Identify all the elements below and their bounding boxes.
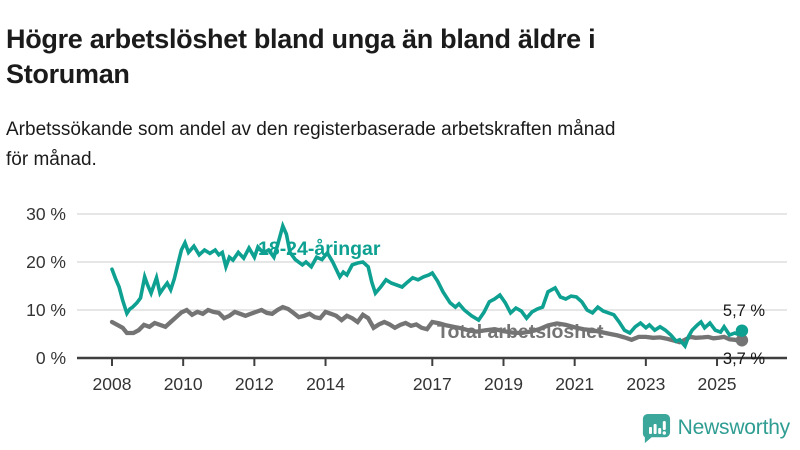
chart-subtitle: Arbetssökande som andel av den registerb…: [6, 115, 794, 175]
series-end-dot: [735, 324, 749, 337]
series-label-total: Total arbetslöshet: [437, 321, 604, 343]
x-tick-label: 2025: [698, 374, 737, 394]
x-tick-label: 2019: [484, 374, 523, 394]
y-tick-label: 10 %: [26, 300, 66, 320]
end-value-label-youth: 5,7 %: [723, 302, 766, 320]
x-tick-label: 2021: [555, 374, 594, 394]
y-tick-label: 0 %: [36, 348, 66, 368]
x-tick-label: 2012: [235, 374, 274, 394]
y-tick-label: 20 %: [26, 252, 66, 272]
brand-name: Newsworthy: [677, 416, 791, 439]
series-line-total: [109, 304, 745, 345]
series-end-dot: [735, 334, 749, 347]
series-line-youth: [110, 220, 744, 350]
x-tick-label: 2023: [626, 374, 665, 394]
page-title: Högre arbetslöshet bland unga än bland ä…: [6, 22, 786, 92]
page-title-line1: Högre arbetslöshet bland unga än bland ä…: [6, 24, 596, 55]
x-tick-label: 2010: [164, 374, 203, 394]
bar-chart-speech-bubble-icon: [642, 413, 670, 443]
chart-subtitle-line1: Arbetssökande som andel av den registerb…: [6, 119, 616, 140]
page-title-line2: Storuman: [6, 59, 130, 90]
chart-subtitle-line2: för månad.: [6, 149, 97, 170]
end-value-label-total: 3,7 %: [723, 350, 766, 368]
x-tick-label: 2008: [93, 374, 132, 394]
x-tick-label: 2017: [413, 374, 452, 394]
series-label-youth: 18-24-åringar: [258, 237, 381, 260]
y-tick-label: 30 %: [26, 204, 66, 224]
newsworthy-logo: Newsworthy: [641, 413, 790, 443]
x-tick-label: 2014: [306, 374, 345, 394]
